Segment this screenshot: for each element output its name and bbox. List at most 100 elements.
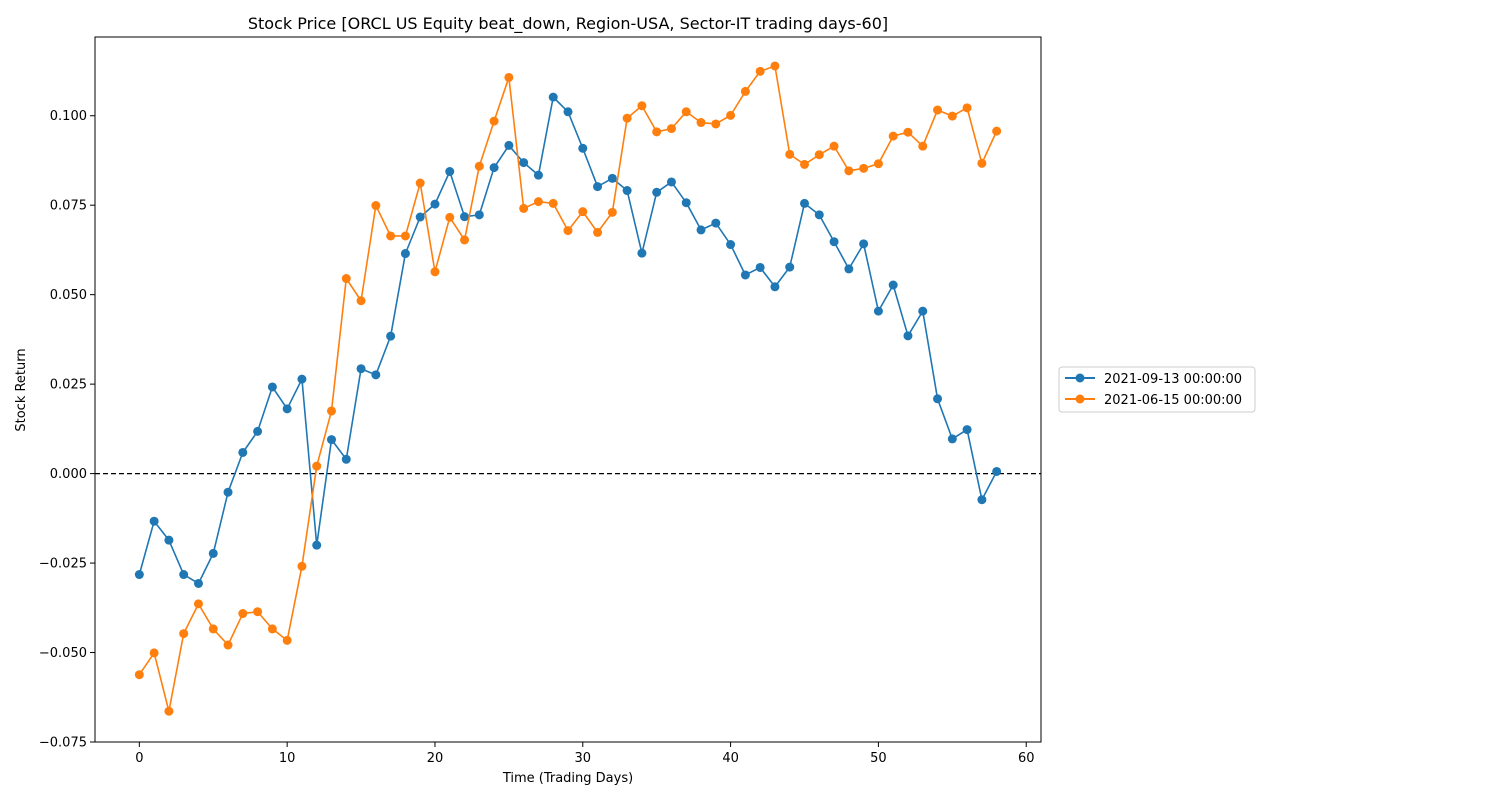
data-point [430, 267, 440, 277]
data-point [327, 435, 336, 445]
data-point [829, 141, 839, 151]
y-tick-label: −0.075 [39, 736, 87, 751]
data-point [223, 487, 233, 497]
data-point [208, 548, 218, 558]
y-tick-label: −0.025 [39, 557, 87, 572]
data-point [962, 103, 972, 113]
data-point [386, 231, 396, 241]
data-point [681, 107, 691, 117]
data-point [415, 212, 425, 222]
data-point [164, 535, 174, 545]
data-point [474, 161, 484, 171]
series-line [138, 65, 998, 713]
data-point [578, 207, 588, 217]
data-point [755, 262, 765, 272]
data-point [947, 434, 957, 444]
data-point [593, 182, 603, 192]
data-point [578, 143, 588, 153]
data-point [267, 624, 277, 634]
data-point [859, 239, 869, 249]
data-point [238, 447, 248, 457]
data-point [356, 364, 366, 374]
y-tick-label: 0.000 [50, 467, 87, 482]
data-point [430, 199, 440, 209]
data-point [563, 226, 573, 236]
data-point [371, 370, 381, 380]
data-point [164, 706, 174, 716]
data-point [992, 126, 1002, 136]
data-point [726, 110, 736, 120]
data-point [622, 113, 632, 123]
data-point [460, 212, 470, 222]
data-point [504, 140, 514, 150]
y-tick-label: 0.050 [50, 288, 87, 303]
legend-marker [1075, 373, 1085, 383]
data-point [622, 186, 632, 196]
x-tick-label: 0 [135, 751, 143, 766]
y-tick-label: 0.100 [50, 109, 87, 124]
data-point [533, 170, 543, 180]
data-point [933, 394, 943, 404]
data-point [489, 163, 499, 173]
plot-frame [94, 36, 1042, 743]
data-point [770, 61, 780, 71]
data-point [238, 609, 248, 619]
data-point [179, 629, 189, 639]
x-tick-label: 30 [575, 751, 592, 766]
data-point [445, 167, 455, 177]
data-point [400, 249, 410, 259]
data-point [888, 280, 898, 290]
x-tick-label: 40 [722, 751, 739, 766]
data-point [341, 454, 351, 464]
data-point [918, 141, 928, 151]
data-point [460, 235, 470, 245]
data-point [297, 561, 307, 571]
x-tick-label: 10 [279, 751, 296, 766]
data-point [873, 159, 883, 169]
data-point [903, 331, 913, 341]
data-point [208, 624, 218, 634]
series-1 [134, 92, 1002, 588]
data-point [312, 461, 322, 471]
data-point [962, 425, 972, 435]
x-axis-label: Time (Trading Days) [502, 771, 633, 786]
data-point [977, 495, 987, 505]
data-point [253, 607, 263, 617]
data-point [519, 158, 529, 168]
data-point [711, 119, 721, 129]
legend-label: 2021-06-15 00:00:00 [1104, 393, 1242, 408]
data-point [652, 187, 662, 197]
legend-entry: 2021-06-15 00:00:00 [1065, 393, 1242, 408]
y-tick-label: 0.075 [50, 199, 87, 214]
data-point [859, 163, 869, 173]
legend: 2021-09-13 00:00:00 2021-06-15 00:00:00 [1058, 366, 1256, 413]
data-point [282, 404, 292, 414]
data-point [193, 599, 203, 609]
data-point [149, 516, 159, 526]
data-point [445, 212, 455, 222]
data-point [800, 198, 809, 208]
data-point [711, 218, 721, 228]
data-point [400, 231, 410, 241]
x-tick-label: 20 [427, 751, 444, 766]
data-point [327, 406, 336, 416]
data-point [918, 306, 928, 316]
data-point [179, 570, 189, 580]
x-tick-label: 60 [1018, 751, 1035, 766]
data-point [193, 578, 203, 588]
data-point [415, 178, 425, 188]
y-tick-label: 0.025 [50, 378, 87, 393]
data-point [607, 173, 617, 183]
data-point [474, 210, 484, 220]
data-point [504, 72, 514, 82]
data-point [740, 86, 750, 96]
data-point [666, 177, 676, 187]
data-point [134, 570, 144, 580]
data-point [977, 158, 987, 168]
data-point [785, 262, 795, 272]
data-point [814, 210, 824, 220]
data-point [681, 198, 691, 208]
data-point [593, 227, 603, 237]
